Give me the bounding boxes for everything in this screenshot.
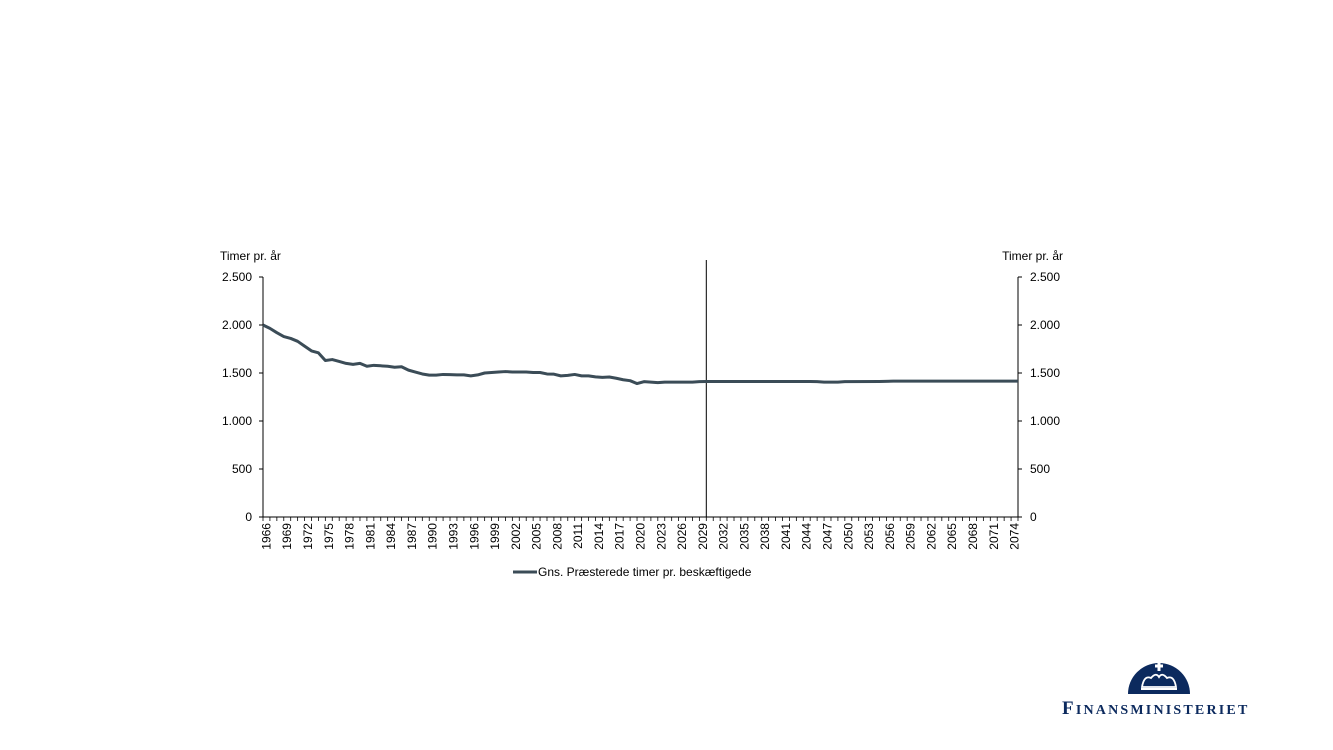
x-tick-label: 2050	[841, 523, 855, 550]
y-tick-label-right: 0	[1030, 510, 1037, 524]
x-tick-label: 2023	[654, 523, 668, 550]
x-tick-label: 1999	[488, 523, 502, 550]
y-tick-label-right: 500	[1030, 462, 1050, 476]
x-tick-label: 2041	[779, 523, 793, 550]
x-tick-label: 1972	[301, 523, 315, 550]
y-tick-label-left: 2.000	[222, 318, 252, 332]
x-tick-label: 2017	[613, 523, 627, 550]
x-tick-label: 2005	[530, 523, 544, 550]
series-group	[262, 323, 1018, 386]
x-tick-label: 1993	[446, 523, 460, 550]
y-tick-label-left: 500	[232, 462, 252, 476]
x-tick-label: 1984	[384, 523, 398, 550]
y-tick-label-left: 1.500	[222, 366, 252, 380]
x-tick-label: 1987	[405, 523, 419, 550]
y-tick-label-left: 1.000	[222, 414, 252, 428]
finansministeriet-logo: FINANSMINISTERIET	[1060, 660, 1260, 720]
legend: Gns. Præsterede timer pr. beskæftigede	[513, 565, 752, 579]
x-tick-label: 1966	[259, 523, 273, 550]
x-tick-label: 2035	[737, 523, 751, 550]
x-tick-label: 2008	[550, 523, 564, 550]
y-axis-left: 0 500 1.000 1.500 2.000 2.500	[222, 270, 264, 524]
x-tick-label: 1975	[322, 523, 336, 550]
legend-label: Gns. Præsterede timer pr. beskæftigede	[538, 565, 752, 579]
y-axis-label-right: Timer pr. år	[1002, 249, 1063, 263]
x-tick-label: 2011	[571, 523, 585, 549]
x-tick-label: 2053	[862, 523, 876, 550]
crown-icon	[1128, 662, 1190, 694]
series-line	[262, 323, 1018, 386]
y-tick-label-right: 1.500	[1030, 366, 1060, 380]
y-tick-label-left: 0	[245, 510, 252, 524]
x-tick-label: 2071	[987, 523, 1001, 550]
x-tick-label: 2002	[509, 523, 523, 550]
x-tick-label: 2038	[758, 523, 772, 550]
x-tick-label: 2026	[675, 523, 689, 550]
y-tick-label-left: 2.500	[222, 270, 252, 284]
y-axis-right: 0 500 1.000 1.500 2.000 2.500	[1017, 270, 1060, 524]
x-tick-label: 2044	[800, 523, 814, 550]
x-tick-label: 1981	[363, 523, 377, 550]
x-tick-label: 2056	[883, 523, 897, 550]
x-tick-label: 2059	[904, 523, 918, 550]
x-tick-label: 2065	[945, 523, 959, 550]
y-tick-label-right: 1.000	[1030, 414, 1060, 428]
y-axis-label-left: Timer pr. år	[220, 249, 281, 263]
x-tick-label: 1990	[426, 523, 440, 550]
x-tick-label: 1996	[467, 523, 481, 550]
x-tick-label: 2068	[966, 523, 980, 550]
x-tick-label: 1978	[343, 523, 357, 550]
logo-text: FINANSMINISTERIET	[1062, 698, 1250, 719]
x-tick-label: 2074	[1008, 523, 1022, 550]
x-tick-label: 2020	[634, 523, 648, 550]
x-tick-label: 2029	[696, 523, 710, 550]
x-tick-label: 2032	[717, 523, 731, 550]
x-tick-label: 1969	[280, 523, 294, 550]
x-tick-label: 2047	[821, 523, 835, 550]
y-tick-label-right: 2.000	[1030, 318, 1060, 332]
x-tick-label: 2062	[924, 523, 938, 550]
x-axis: 1966 1969 1972 1975 1978 1981 1984 1987 1990 1993…	[259, 516, 1022, 550]
y-tick-label-right: 2.500	[1030, 270, 1060, 284]
x-tick-label: 2014	[592, 523, 606, 550]
